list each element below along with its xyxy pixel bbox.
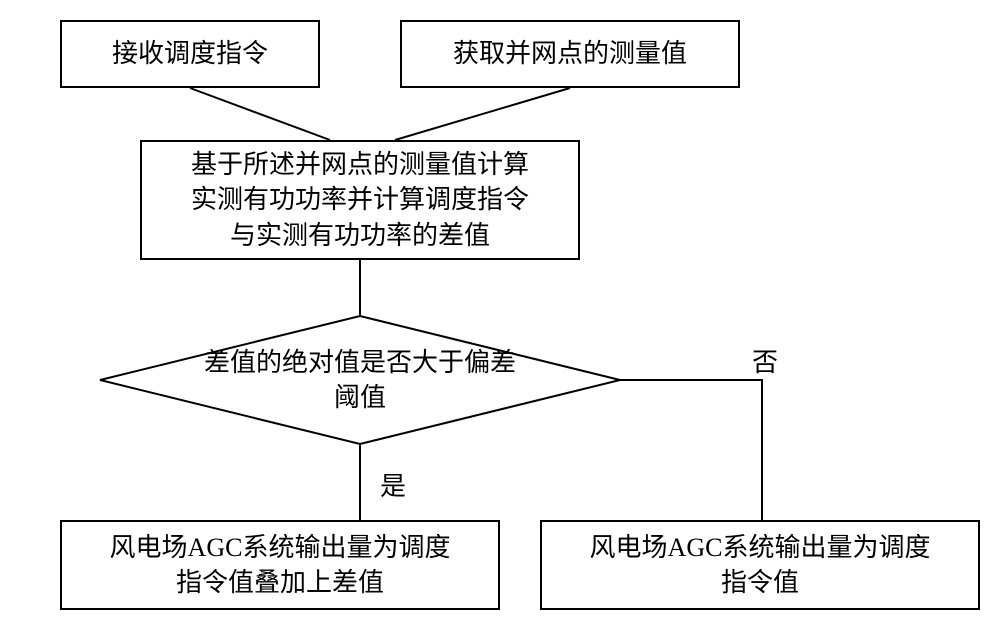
node-text: 风电场AGC系统输出量为调度 指令值 <box>590 530 931 600</box>
node-text: 获取并网点的测量值 <box>453 36 687 71</box>
node-compute-diff: 基于所述并网点的测量值计算 实测有功功率并计算调度指令 与实测有功功率的差值 <box>140 140 580 260</box>
node-decision-threshold: 差值的绝对值是否大于偏差 阈值 <box>160 344 560 416</box>
node-text: 风电场AGC系统输出量为调度 指令值叠加上差值 <box>110 530 451 600</box>
node-receive-dispatch: 接收调度指令 <box>60 20 320 88</box>
node-text: 基于所述并网点的测量值计算 实测有功功率并计算调度指令 与实测有功功率的差值 <box>191 147 529 252</box>
node-text: 接收调度指令 <box>112 36 268 71</box>
flowchart-canvas: 接收调度指令 获取并网点的测量值 基于所述并网点的测量值计算 实测有功功率并计算… <box>0 0 1000 633</box>
edge-label-yes: 是 <box>380 466 406 503</box>
node-get-measurement: 获取并网点的测量值 <box>400 20 740 88</box>
node-output-plus-diff: 风电场AGC系统输出量为调度 指令值叠加上差值 <box>60 520 500 610</box>
node-output-dispatch: 风电场AGC系统输出量为调度 指令值 <box>540 520 980 610</box>
edge-label-no: 否 <box>752 342 778 379</box>
node-text: 差值的绝对值是否大于偏差 阈值 <box>204 345 516 415</box>
